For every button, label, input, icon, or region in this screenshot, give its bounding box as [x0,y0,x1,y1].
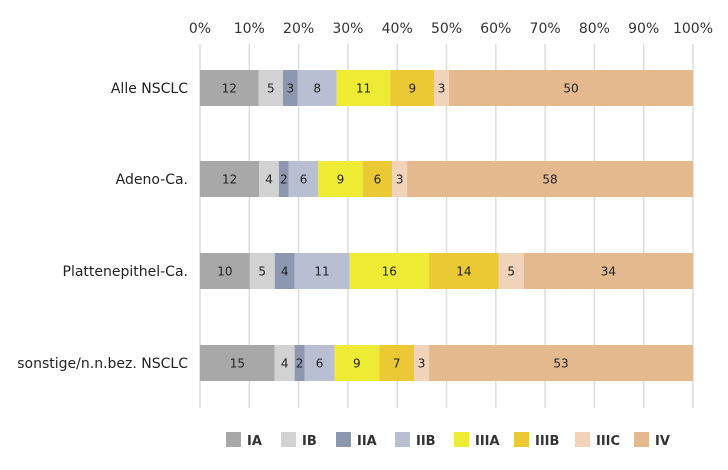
x-tick-label: 100% [673,21,713,37]
data-label: 6 [374,173,382,187]
legend-swatch-iia [336,432,351,447]
data-label: 5 [507,265,515,279]
bar-segment-ia [200,253,250,289]
x-tick-label: 30% [332,21,363,37]
data-label: 2 [296,357,304,371]
data-label: 2 [280,173,288,187]
bar-segment-iiia [318,161,363,197]
data-label: 53 [553,357,568,371]
legend-label: IA [247,434,262,449]
x-tick-label: 10% [234,21,265,37]
data-label: 5 [267,82,275,96]
bar-segment-iiic [434,70,449,106]
legend-label: IIIC [596,434,620,449]
data-label: 8 [313,82,321,96]
bar-segment-ib [274,345,295,381]
data-label: 50 [563,82,578,96]
bar-segment-iiib [429,253,499,289]
legend-label: IIIB [535,434,559,449]
bar-segment-iiic [414,345,430,381]
data-label: 16 [382,265,397,279]
bar-segment-iia [282,70,298,106]
x-tick-label: 60% [480,21,511,37]
bar-segment-ia [200,70,259,106]
legend-swatch-iiic [575,432,590,447]
bar-segment-ib [258,70,283,106]
x-tick-label: 0% [189,21,211,37]
data-label: 4 [281,357,289,371]
data-label: 14 [456,265,471,279]
legend-label: IIA [357,434,377,449]
bar-segment-ib [249,253,275,289]
bar-segment-iv [407,161,693,197]
data-label: 3 [438,82,446,96]
legend-swatch-ia [226,432,241,447]
x-tick-label: 80% [579,21,610,37]
legend-label: IIIA [475,434,500,449]
legend-swatch-iib [395,432,410,447]
data-label: 10 [217,265,232,279]
bar-segment-iiia [349,253,430,289]
bar-segment-iv [523,253,693,289]
legend-label: IV [655,434,670,449]
x-tick-label: 50% [431,21,462,37]
bar-segment-iiia [336,70,391,106]
data-label: 9 [337,173,345,187]
bar-segment-ib [259,161,279,197]
bar-segment-iiib [362,161,393,197]
data-label: 4 [265,173,273,187]
data-label: 34 [601,265,616,279]
data-label: 6 [316,357,324,371]
data-label: 58 [542,173,557,187]
category-label: sonstige/n.n.bez. NSCLC [17,356,188,372]
x-tick-label: 40% [382,21,413,37]
bar-segment-iiic [498,253,524,289]
bar-segment-iia [278,161,289,197]
bar-segment-iiib [379,345,415,381]
legend-swatch-iiia [454,432,469,447]
bar-segment-iiic [392,161,408,197]
category-label: Alle NSCLC [111,81,188,97]
data-label: 11 [314,265,329,279]
bar-segment-iv [448,70,693,106]
bar-segment-iib [304,345,335,381]
x-tick-label: 70% [530,21,561,37]
legend-label: IB [302,434,317,449]
data-label: 3 [396,173,404,187]
bar-segment-iiib [390,70,435,106]
bar-segment-iia [274,253,295,289]
bar-segment-ia [200,161,260,197]
data-label: 11 [356,82,371,96]
category-label: Plattenepithel-Ca. [63,264,189,280]
x-tick-label: 90% [628,21,659,37]
data-label: 5 [258,265,266,279]
bar-segment-iib [297,70,337,106]
data-label: 4 [281,265,289,279]
legend-swatch-ib [281,432,296,447]
bar-segment-iib [288,161,319,197]
data-label: 3 [286,82,294,96]
x-tick-label: 20% [283,21,314,37]
bar-segment-ia [200,345,275,381]
category-label: Adeno-Ca. [116,172,188,188]
bar-segment-iv [429,345,693,381]
bar-segment-iib [294,253,350,289]
legend-label: IIB [416,434,436,449]
data-label: 3 [418,357,426,371]
data-label: 12 [222,173,237,187]
bar-segment-iiia [334,345,380,381]
data-label: 9 [409,82,417,96]
legend-swatch-iiib [514,432,529,447]
data-label: 9 [353,357,361,371]
bar-segment-iia [294,345,305,381]
data-label: 6 [300,173,308,187]
data-label: 12 [222,82,237,96]
data-label: 7 [393,357,401,371]
data-label: 15 [230,357,245,371]
legend-swatch-iv [634,432,649,447]
